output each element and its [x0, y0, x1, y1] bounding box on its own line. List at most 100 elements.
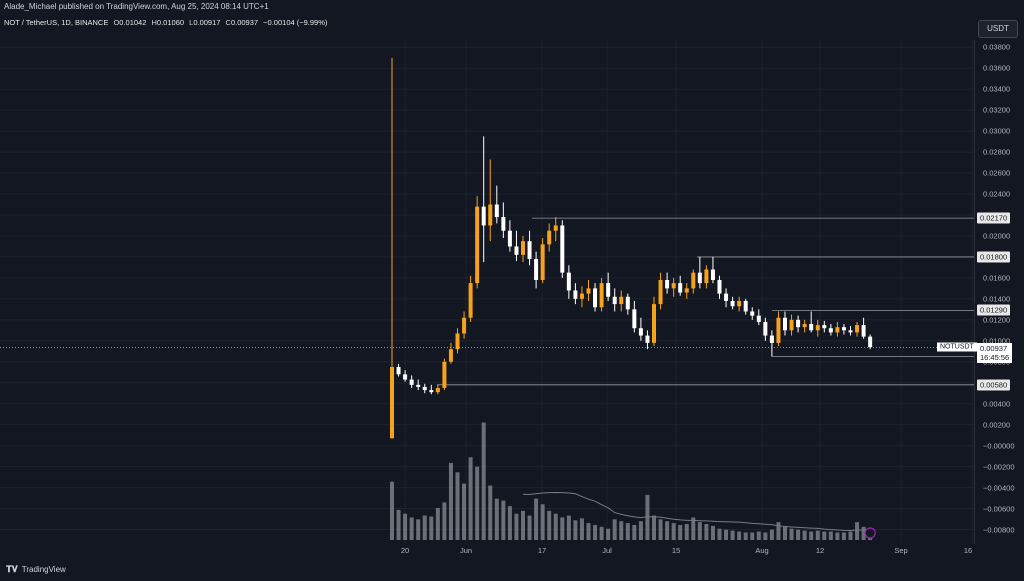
candle-body[interactable] [488, 204, 493, 226]
candle-body[interactable] [789, 319, 794, 331]
price-tick-label: 0.01000 [983, 336, 1011, 346]
candle-body[interactable] [763, 321, 768, 336]
candle-body[interactable] [665, 279, 670, 289]
alert-icon[interactable] [864, 527, 876, 539]
candle-body[interactable] [494, 204, 499, 218]
candle-body[interactable] [527, 241, 532, 260]
candle-body[interactable] [462, 317, 467, 334]
candle-body[interactable] [448, 349, 453, 362]
candle-body[interactable] [815, 325, 820, 331]
candle-body[interactable] [442, 361, 447, 388]
candle-body[interactable] [638, 328, 643, 336]
volume-bar [861, 526, 866, 540]
candle-body[interactable] [691, 272, 696, 289]
candle-body[interactable] [593, 288, 598, 308]
candle-body[interactable] [390, 367, 394, 439]
volume-bar [704, 524, 709, 540]
candle-body[interactable] [632, 309, 637, 329]
candle-body[interactable] [756, 315, 761, 322]
volume-bar [730, 530, 735, 540]
volume-bar [737, 531, 742, 540]
price-axis[interactable]: 0.03800 0.03600 0.03400 0.03200 0.03000 0.028… [975, 40, 1024, 544]
symbol-name[interactable]: NOT / TetherUS, 1D, BINANCE [4, 18, 109, 27]
candle-body[interactable] [717, 279, 722, 294]
candle-body[interactable] [514, 246, 519, 255]
candle-body[interactable] [468, 283, 473, 318]
candle-body[interactable] [658, 279, 663, 305]
price-tick-label: 0.01400 [983, 294, 1011, 304]
candle-body[interactable] [697, 272, 702, 284]
candle-body[interactable] [743, 300, 748, 312]
candle-body[interactable] [612, 296, 617, 305]
candle-body[interactable] [750, 311, 755, 316]
candle-body[interactable] [645, 335, 650, 343]
candle-body[interactable] [684, 288, 689, 293]
candle-body[interactable] [586, 288, 591, 294]
candle-body[interactable] [822, 325, 827, 329]
candle-body[interactable] [416, 384, 421, 387]
price-tick-label: −0.00600 [983, 504, 1015, 514]
candle-body[interactable] [737, 300, 742, 307]
candle-body[interactable] [435, 387, 440, 393]
candle-body[interactable] [422, 386, 427, 391]
candle-body[interactable] [409, 379, 414, 385]
volume-bar [521, 510, 525, 540]
candle-body[interactable] [547, 230, 552, 245]
candle-body[interactable] [730, 300, 735, 307]
candle-body[interactable] [540, 244, 545, 280]
candle-body[interactable] [553, 225, 558, 231]
candle-body[interactable] [802, 324, 807, 328]
volume-bar [645, 494, 650, 540]
candle-body[interactable] [599, 283, 604, 308]
candle-body[interactable] [678, 283, 683, 293]
candle-body[interactable] [481, 206, 486, 226]
candle-body[interactable] [868, 336, 873, 348]
candle-body[interactable] [560, 225, 565, 273]
candle-body[interactable] [724, 293, 729, 301]
candle-body[interactable] [579, 293, 584, 299]
volume-bar [678, 524, 683, 540]
candle-body[interactable] [848, 330, 853, 333]
candle-body[interactable] [521, 241, 525, 255]
candle-body[interactable] [619, 296, 624, 305]
candle-body[interactable] [566, 272, 571, 291]
candle-body[interactable] [841, 327, 846, 331]
time-tick-label: Jul [602, 546, 612, 555]
time-axis[interactable]: 20 Jun 17 Jul 15 Aug 12 Sep 16 [0, 544, 974, 558]
candle-body[interactable] [652, 304, 656, 343]
volume-bar [494, 498, 499, 540]
volume-bar [501, 500, 506, 540]
candle-body[interactable] [501, 217, 506, 231]
candle-body[interactable] [835, 327, 840, 333]
candle-body[interactable] [625, 296, 630, 310]
candle-body[interactable] [475, 206, 480, 284]
candle-body[interactable] [809, 324, 814, 331]
chart-pane[interactable] [0, 40, 975, 544]
candle-body[interactable] [403, 374, 408, 380]
volume-bar [619, 521, 624, 540]
candle-body[interactable] [796, 319, 801, 328]
candle-body[interactable] [671, 283, 676, 289]
candle-body[interactable] [429, 390, 434, 393]
candle-body[interactable] [606, 283, 611, 297]
bar-countdown: 16:45:56 [980, 353, 1010, 363]
price-tick-label: 0.03600 [983, 63, 1011, 73]
brand-name: TradingView [21, 565, 66, 574]
candle-body[interactable] [455, 333, 460, 350]
candle-body[interactable] [710, 269, 715, 280]
candle-body[interactable] [507, 230, 512, 247]
candle-body[interactable] [783, 317, 787, 331]
currency-button[interactable]: USDT [978, 20, 1018, 38]
candle-body[interactable] [769, 335, 774, 343]
candle-body[interactable] [396, 367, 401, 375]
candle-body[interactable] [534, 259, 539, 280]
candle-body[interactable] [855, 325, 860, 333]
candle-body[interactable] [861, 325, 866, 337]
candle-body[interactable] [704, 269, 709, 284]
tradingview-brand[interactable]: 𝐓𝐕 TradingView [6, 564, 66, 575]
volume-bar [776, 522, 781, 540]
candle-body[interactable] [776, 317, 781, 343]
price-chart[interactable] [0, 40, 974, 544]
candle-body[interactable] [573, 290, 578, 299]
candle-body[interactable] [828, 328, 833, 333]
